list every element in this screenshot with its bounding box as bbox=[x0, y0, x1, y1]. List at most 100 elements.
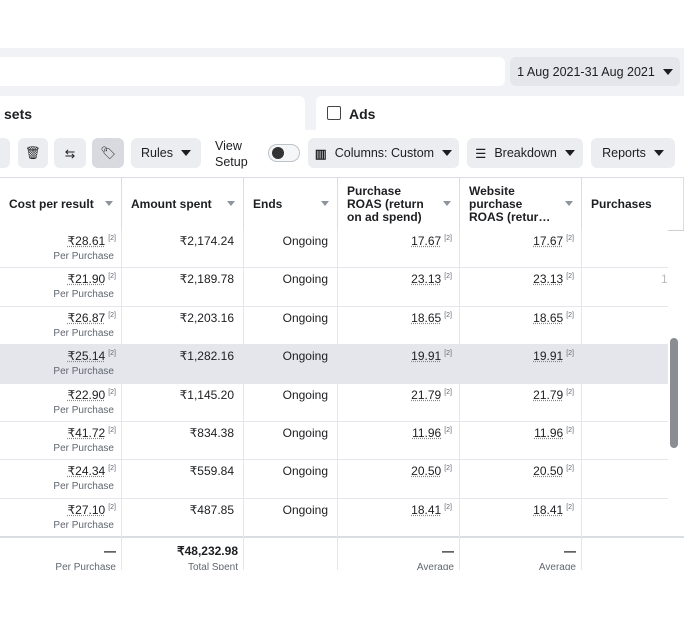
col-line bbox=[337, 384, 338, 422]
header-text: Purchase ROAS (return on ad spend) bbox=[347, 185, 435, 224]
col-line bbox=[459, 345, 460, 383]
note: [2] bbox=[108, 312, 116, 319]
header-text: Amount spent bbox=[131, 198, 212, 211]
value-cell: 19.91 [2] bbox=[411, 349, 452, 363]
col-line bbox=[337, 268, 338, 306]
view-setup: View Setup bbox=[215, 138, 255, 170]
value: 21.79 bbox=[411, 388, 441, 402]
sort-arrow bbox=[443, 201, 451, 206]
col-line bbox=[459, 384, 460, 422]
col-line bbox=[121, 384, 122, 422]
note: [2] bbox=[566, 235, 574, 242]
per-purchase: Per Purchase bbox=[53, 443, 114, 454]
value: 18.41 bbox=[533, 503, 563, 517]
rules-btn[interactable]: Rules bbox=[131, 138, 201, 168]
footer-sub: Average bbox=[417, 562, 454, 570]
note: [2] bbox=[108, 465, 116, 472]
value-cell: ₹41.72 [2] bbox=[68, 426, 116, 440]
date-picker[interactable]: 1 Aug 2021-31 Aug 2021 bbox=[510, 57, 680, 86]
per-purchase: Per Purchase bbox=[53, 405, 114, 416]
value: ₹24.34 bbox=[68, 464, 106, 478]
note: [2] bbox=[108, 350, 116, 357]
value: 23.13 bbox=[533, 272, 563, 286]
note: [2] bbox=[108, 273, 116, 280]
note: [2] bbox=[444, 312, 452, 319]
ends: Ongoing bbox=[283, 388, 328, 402]
sort-arrow bbox=[321, 201, 329, 206]
per-purchase: Per Purchase bbox=[53, 251, 114, 262]
value: 17.67 bbox=[411, 234, 441, 248]
value-cell: 18.65 [2] bbox=[411, 311, 452, 325]
col-line bbox=[243, 384, 244, 422]
note: [2] bbox=[566, 350, 574, 357]
footer-value: — bbox=[564, 544, 576, 558]
col-line bbox=[121, 460, 122, 498]
note: [2] bbox=[566, 273, 574, 280]
col-line bbox=[459, 307, 460, 345]
note: [2] bbox=[444, 389, 452, 396]
per-purchase: Per Purchase bbox=[53, 289, 114, 300]
tab-label: Ads bbox=[349, 106, 375, 122]
search-bar[interactable] bbox=[0, 57, 505, 86]
ads-icon bbox=[327, 106, 341, 120]
value: 19.91 bbox=[411, 349, 441, 363]
breakdown-btn[interactable]: ☰ Breakdown bbox=[467, 138, 583, 168]
column-header[interactable]: Cost per result bbox=[0, 178, 122, 230]
amount-spent: ₹1,282.16 bbox=[180, 349, 234, 363]
column-header[interactable]: Amount spent bbox=[122, 178, 244, 230]
header-text: Cost per result bbox=[9, 198, 94, 211]
column-header[interactable]: Purchases bbox=[582, 178, 684, 230]
col-line bbox=[337, 230, 338, 268]
col-line bbox=[337, 345, 338, 383]
col-line bbox=[581, 307, 582, 345]
value: 23.13 bbox=[411, 272, 441, 286]
note: [2] bbox=[444, 273, 452, 280]
col-line bbox=[121, 345, 122, 383]
delete-btn[interactable]: 🗑 bbox=[18, 138, 48, 168]
note: [2] bbox=[108, 427, 116, 434]
sort-arrow bbox=[105, 201, 113, 206]
reports-btn[interactable]: Reports bbox=[591, 138, 675, 168]
amount-spent: ₹559.84 bbox=[190, 464, 234, 478]
footer-value: — bbox=[104, 544, 116, 558]
scrollbar[interactable] bbox=[670, 338, 678, 448]
btn-label: Reports bbox=[602, 146, 646, 160]
col-line bbox=[121, 307, 122, 345]
col-line bbox=[581, 384, 582, 422]
btn-label: Rules bbox=[141, 146, 173, 160]
columns-btn[interactable]: ▥ Columns: Custom bbox=[308, 138, 459, 168]
col-line bbox=[459, 460, 460, 498]
col-line bbox=[337, 307, 338, 345]
column-header[interactable]: Website purchase ROAS (return on… bbox=[460, 178, 582, 230]
icon-btn[interactable] bbox=[0, 138, 10, 168]
value: ₹27.10 bbox=[68, 503, 106, 517]
value-cell: ₹24.34 [2] bbox=[68, 464, 116, 478]
value-cell: 19.91 [2] bbox=[533, 349, 574, 363]
value-cell: 11.96 [2] bbox=[412, 426, 452, 440]
tab-label: sets bbox=[4, 106, 32, 122]
duplicate-btn[interactable]: ⇆ bbox=[54, 138, 86, 168]
value: 18.65 bbox=[411, 311, 441, 325]
col-line bbox=[459, 536, 460, 570]
column-header[interactable]: Ends bbox=[244, 178, 338, 230]
column-header[interactable]: Purchase ROAS (return on ad spend) bbox=[338, 178, 460, 230]
footer-sub: Average bbox=[539, 562, 576, 570]
col-line bbox=[121, 230, 122, 268]
per-purchase: Per Purchase bbox=[53, 481, 114, 492]
value: 11.96 bbox=[534, 426, 563, 440]
tag-btn[interactable]: 🏷 bbox=[92, 138, 124, 168]
ends: Ongoing bbox=[283, 464, 328, 478]
value: ₹41.72 bbox=[68, 426, 106, 440]
btn-label: Columns: Custom bbox=[335, 146, 434, 160]
note: [2] bbox=[444, 235, 452, 242]
ends: Ongoing bbox=[283, 272, 328, 286]
col-line bbox=[581, 422, 582, 460]
amount-spent: ₹2,174.24 bbox=[180, 234, 234, 248]
value-cell: 17.67 [2] bbox=[411, 234, 452, 248]
header-text: Ends bbox=[253, 198, 282, 211]
toggle[interactable] bbox=[268, 144, 300, 162]
value-cell: ₹25.14 [2] bbox=[68, 349, 116, 363]
col-line bbox=[243, 422, 244, 460]
note: [2] bbox=[444, 504, 452, 511]
value: ₹22.90 bbox=[68, 388, 106, 402]
